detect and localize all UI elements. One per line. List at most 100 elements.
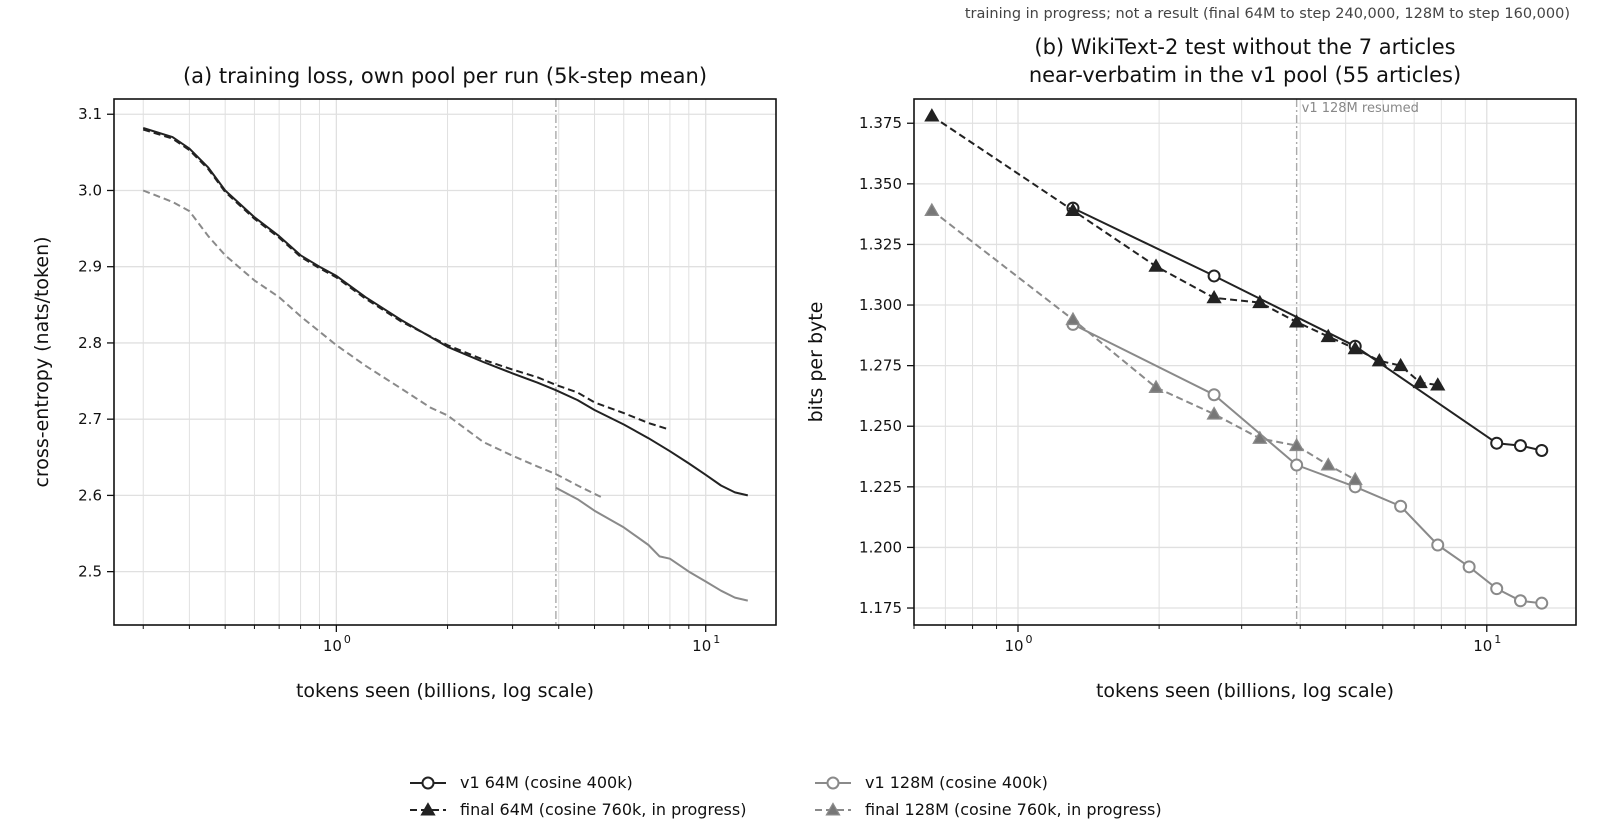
data-point bbox=[1412, 374, 1428, 389]
y-tick-label: 1.225 bbox=[859, 478, 902, 496]
x-tick-label: 10 bbox=[1004, 637, 1023, 655]
data-point bbox=[1252, 294, 1268, 309]
data-point bbox=[1207, 388, 1221, 402]
series-v1-128m-cosine-400k bbox=[555, 486, 749, 602]
data-point bbox=[1431, 538, 1445, 552]
legend-marker-swatch bbox=[420, 802, 436, 816]
data-point bbox=[924, 108, 940, 122]
x-tick-label-exponent: 1 bbox=[1494, 633, 1501, 646]
data-point bbox=[1535, 443, 1549, 457]
y-tick-label: 2.5 bbox=[78, 563, 102, 581]
data-point bbox=[1462, 560, 1476, 574]
data-point bbox=[1252, 430, 1268, 444]
data-point bbox=[1320, 457, 1336, 471]
data-point bbox=[1490, 582, 1504, 596]
y-tick-label: 1.250 bbox=[859, 417, 902, 435]
series-line bbox=[931, 115, 1438, 386]
x-tick-label-exponent: 1 bbox=[713, 633, 720, 646]
legend-marker-swatch bbox=[825, 802, 841, 816]
legend-label: v1 128M (cosine 400k) bbox=[865, 773, 1048, 792]
data-point bbox=[1371, 352, 1387, 367]
data-point bbox=[1490, 436, 1504, 450]
legend-entry: v1 128M (cosine 400k) bbox=[815, 773, 1048, 792]
data-point bbox=[1320, 328, 1336, 343]
x-tick-label: 10 bbox=[323, 637, 342, 655]
panel-b-ylabel: bits per byte bbox=[805, 302, 827, 423]
series-line bbox=[931, 209, 1356, 481]
y-tick-label: 1.200 bbox=[859, 538, 902, 556]
data-point bbox=[1393, 357, 1409, 372]
y-tick-label: 1.300 bbox=[859, 296, 902, 314]
data-point bbox=[1148, 379, 1164, 393]
data-point bbox=[1206, 289, 1222, 304]
legend: v1 64M (cosine 400k) v1 128M (cosine 400k… bbox=[410, 773, 1162, 819]
y-tick-label: 2.9 bbox=[78, 258, 102, 276]
x-tick-label-exponent: 0 bbox=[1025, 633, 1032, 646]
figure-suptitle: training in progress; not a result (fina… bbox=[965, 6, 1570, 22]
series-v1-64m-cosine-400k bbox=[142, 127, 749, 497]
data-point bbox=[1513, 439, 1527, 453]
data-point bbox=[924, 202, 940, 217]
legend-label: final 64M (cosine 760k, in progress) bbox=[460, 800, 746, 819]
panel-b-grid bbox=[913, 99, 1576, 625]
panel-b-vline: v1 128M resumed bbox=[1295, 99, 1419, 625]
y-tick-label: 1.325 bbox=[859, 235, 902, 253]
panel-a-ylabel: cross-entropy (nats/token) bbox=[31, 236, 53, 487]
panel-b-ticks: 10 0 10 11.1751.2001.2251.2501.2751.3001.32… bbox=[859, 114, 1501, 655]
x-tick-label: 10 bbox=[692, 637, 711, 655]
data-point bbox=[1513, 594, 1527, 608]
panel-a-ticks: 10 0 10 12.52.62.72.82.93.03.1 bbox=[78, 105, 720, 655]
series-line bbox=[555, 486, 749, 602]
y-tick-label: 1.275 bbox=[859, 357, 902, 375]
panel-a-title: (a) training loss, own pool per run (5k-… bbox=[183, 64, 707, 88]
series-line bbox=[142, 189, 602, 498]
data-point bbox=[1535, 596, 1549, 610]
series-final-64m-cosine-760k-in-progress bbox=[142, 128, 671, 431]
data-point bbox=[1394, 499, 1408, 513]
data-point bbox=[1347, 340, 1363, 355]
panel-b-frame bbox=[913, 98, 1577, 626]
data-point bbox=[1207, 269, 1221, 283]
data-point bbox=[1347, 471, 1363, 486]
panel-a-grid bbox=[114, 99, 776, 625]
panel-b-title-line-1: (b) WikiText-2 test without the 7 articl… bbox=[1034, 35, 1455, 59]
series-line bbox=[142, 127, 749, 497]
panel-training-loss: 10 0 10 12.52.62.72.82.93.03.1 (a) training… bbox=[31, 64, 777, 702]
data-point bbox=[1430, 377, 1446, 391]
data-point bbox=[1289, 437, 1305, 452]
legend-label: v1 64M (cosine 400k) bbox=[460, 773, 633, 792]
panel-wikitext-bpb: v1 128M resumed 10 0 10 11.1751.2001.2251.2… bbox=[805, 35, 1577, 702]
x-tick-label-exponent: 0 bbox=[344, 633, 351, 646]
y-tick-label: 1.350 bbox=[859, 175, 902, 193]
y-tick-label: 2.8 bbox=[78, 334, 102, 352]
y-tick-label: 3.0 bbox=[78, 181, 102, 199]
data-point bbox=[1206, 406, 1222, 420]
panel-b-series bbox=[924, 108, 1549, 610]
y-tick-label: 2.7 bbox=[78, 410, 102, 428]
series-v1-128m-cosine-400k bbox=[1066, 317, 1549, 610]
resume-vline-label: v1 128M resumed bbox=[1302, 101, 1419, 116]
legend-marker-swatch bbox=[826, 776, 840, 790]
panel-a-frame bbox=[113, 98, 777, 626]
series-v1-64m-cosine-400k bbox=[1066, 201, 1549, 457]
legend-entry: final 128M (cosine 760k, in progress) bbox=[815, 800, 1162, 819]
legend-marker-swatch bbox=[421, 776, 435, 790]
series-line bbox=[142, 128, 671, 431]
series-final-128m-cosine-760k-in-progress bbox=[142, 189, 602, 498]
series-final-64m-cosine-760k-in-progress bbox=[924, 108, 1446, 391]
panel-a-series bbox=[142, 127, 749, 602]
panel-b-title-line-2: near-verbatim in the v1 pool (55 article… bbox=[1029, 63, 1461, 87]
series-final-128m-cosine-760k-in-progress bbox=[924, 202, 1363, 486]
data-point bbox=[1289, 314, 1305, 328]
y-tick-label: 1.375 bbox=[859, 114, 902, 132]
data-point bbox=[1290, 458, 1304, 472]
panel-a-xlabel: tokens seen (billions, log scale) bbox=[296, 680, 594, 702]
panel-b-xlabel: tokens seen (billions, log scale) bbox=[1096, 680, 1394, 702]
legend-label: final 128M (cosine 760k, in progress) bbox=[865, 800, 1162, 819]
data-point bbox=[1065, 202, 1081, 217]
data-point bbox=[1148, 258, 1164, 272]
y-tick-label: 2.6 bbox=[78, 486, 102, 504]
data-point bbox=[1065, 311, 1081, 326]
legend-entry: v1 64M (cosine 400k) bbox=[410, 773, 633, 792]
